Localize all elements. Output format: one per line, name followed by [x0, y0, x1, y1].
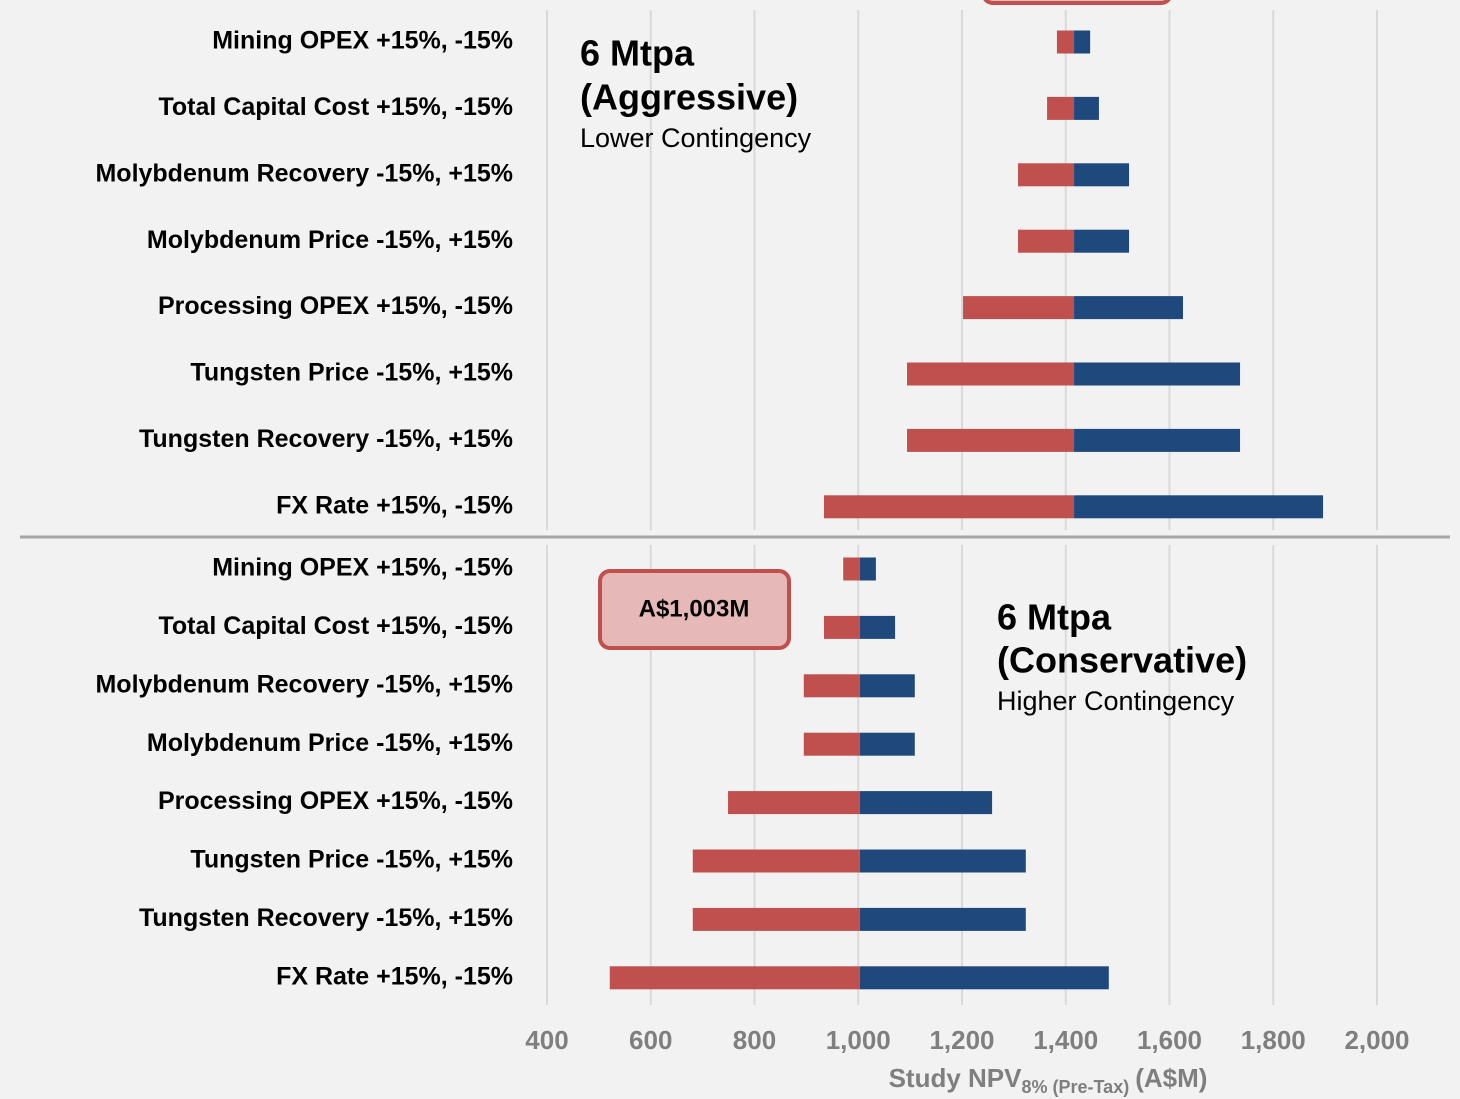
annotation: (Conservative)	[997, 640, 1247, 681]
category-label: FX Rate +15%, -15%	[276, 491, 513, 519]
bar	[907, 428, 1075, 452]
bar	[1056, 30, 1075, 54]
bar	[803, 732, 860, 756]
bar	[824, 495, 1075, 519]
category-label: Tungsten Price -15%, +15%	[190, 846, 513, 874]
category-label: FX Rate +15%, -15%	[276, 962, 513, 990]
bar	[1074, 163, 1130, 187]
bar	[1047, 96, 1075, 120]
x-tick-label: 1,000	[826, 1025, 891, 1055]
bar	[843, 557, 860, 581]
bar	[609, 966, 860, 990]
bar	[859, 966, 1109, 990]
category-label: Tungsten Recovery -15%, +15%	[139, 425, 513, 453]
category-label: Tungsten Recovery -15%, +15%	[139, 904, 513, 932]
bar	[1018, 229, 1075, 253]
bar	[963, 296, 1075, 320]
category-label: Processing OPEX +15%, -15%	[158, 787, 513, 815]
annotation: (Aggressive)	[580, 77, 798, 118]
bar	[1074, 96, 1099, 120]
x-tick-label: 1,600	[1137, 1025, 1202, 1055]
annotation: Higher Contingency	[997, 686, 1235, 716]
category-label: Molybdenum Recovery -15%, +15%	[95, 670, 513, 698]
x-tick-label: 800	[733, 1025, 776, 1055]
bar	[859, 849, 1026, 873]
bar	[1018, 163, 1075, 187]
bar	[1074, 428, 1241, 452]
category-label: Mining OPEX +15%, -15%	[212, 554, 513, 582]
category-label: Processing OPEX +15%, -15%	[158, 292, 513, 320]
bar	[1074, 229, 1130, 253]
x-tick-label: 400	[525, 1025, 568, 1055]
category-label: Molybdenum Price -15%, +15%	[147, 226, 513, 254]
bar	[692, 907, 860, 931]
bar	[907, 362, 1075, 386]
x-axis-label-suffix: (A$M)	[1135, 1063, 1207, 1093]
x-tick-label: 2,000	[1344, 1025, 1409, 1055]
bar	[1074, 30, 1091, 54]
bar	[859, 732, 915, 756]
x-tick-label: 1,400	[1033, 1025, 1098, 1055]
callout-box	[598, 569, 791, 650]
category-label: Tungsten Price -15%, +15%	[190, 359, 513, 387]
bar	[859, 791, 993, 815]
bar	[803, 674, 860, 698]
x-tick-label: 600	[629, 1025, 672, 1055]
x-axis-label-main: Study NPV	[889, 1063, 1023, 1093]
plot	[609, 30, 1324, 990]
callout-label: A$1,003M	[639, 595, 750, 622]
bar	[859, 615, 896, 639]
bar	[1074, 296, 1183, 320]
bar	[1074, 362, 1241, 386]
bar	[824, 615, 860, 639]
bar	[859, 557, 876, 581]
annotation: 6 Mtpa	[997, 597, 1112, 638]
x-tick-label: 1,800	[1241, 1025, 1306, 1055]
category-label: Molybdenum Price -15%, +15%	[147, 729, 513, 757]
callout-box-top	[983, 0, 1171, 5]
category-label: Total Capital Cost +15%, -15%	[159, 612, 514, 640]
x-axis-label: Study NPV8% (Pre-Tax) (A$M)	[889, 1063, 1208, 1097]
x-tick-label: 1,200	[929, 1025, 994, 1055]
category-label: Mining OPEX +15%, -15%	[212, 27, 513, 55]
bar	[728, 791, 860, 815]
annotation: 6 Mtpa	[580, 33, 695, 74]
bar	[692, 849, 860, 873]
bar	[1074, 495, 1324, 519]
bar	[859, 907, 1026, 931]
category-label: Total Capital Cost +15%, -15%	[159, 93, 514, 121]
bar	[859, 674, 915, 698]
annotation: Lower Contingency	[580, 123, 812, 153]
x-axis-label-sub: 8% (Pre-Tax)	[1022, 1077, 1130, 1097]
category-label: Molybdenum Recovery -15%, +15%	[95, 159, 513, 187]
